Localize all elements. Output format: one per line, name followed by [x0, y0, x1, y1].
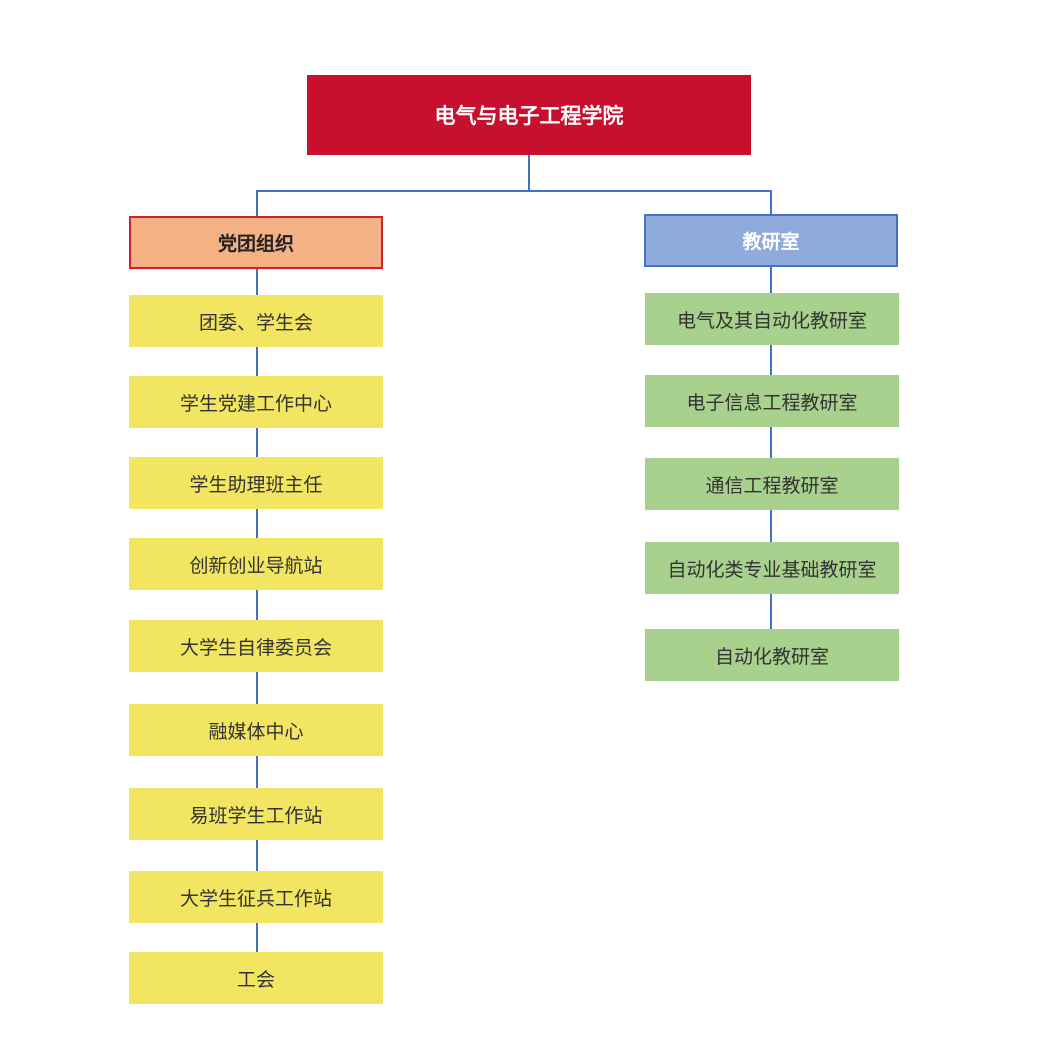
child-node: 融媒体中心 [129, 704, 383, 756]
child-node: 学生党建工作中心 [129, 376, 383, 428]
child-node: 创新创业导航站 [129, 538, 383, 590]
child-node: 工会 [129, 952, 383, 1004]
connector-right-column [770, 266, 772, 630]
child-node: 大学生征兵工作站 [129, 871, 383, 923]
connector-root-down [528, 155, 530, 191]
child-node: 电气及其自动化教研室 [645, 293, 899, 345]
child-node: 团委、学生会 [129, 295, 383, 347]
connector-left-column [256, 268, 258, 954]
child-node: 易班学生工作站 [129, 788, 383, 840]
child-node: 通信工程教研室 [645, 458, 899, 510]
child-node: 自动化教研室 [645, 629, 899, 681]
root-node-college: 电气与电子工程学院 [307, 75, 751, 155]
branch-node-teaching-research: 教研室 [644, 214, 898, 267]
child-node: 学生助理班主任 [129, 457, 383, 509]
connector-horizontal [256, 190, 772, 192]
child-node: 大学生自律委员会 [129, 620, 383, 672]
branch-node-party-organization: 党团组织 [129, 216, 383, 269]
connector-right-down [770, 190, 772, 215]
child-node: 自动化类专业基础教研室 [645, 542, 899, 594]
connector-left-down [256, 190, 258, 217]
child-node: 电子信息工程教研室 [645, 375, 899, 427]
